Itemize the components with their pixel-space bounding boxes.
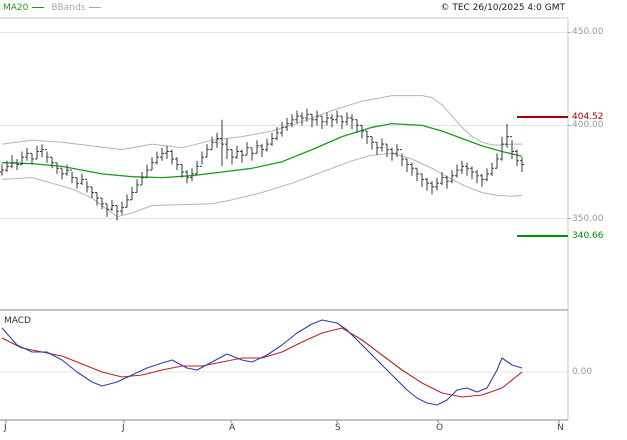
support-price-label: 340.66: [572, 231, 604, 241]
legend: MA20 BBands: [3, 4, 108, 13]
month-label: J: [122, 423, 125, 433]
month-label: N: [557, 423, 564, 433]
month-label: O: [436, 423, 444, 433]
month-label: J: [4, 423, 7, 433]
price-axis-label: 400.00: [572, 120, 604, 131]
ma20-legend-dash: [32, 7, 45, 8]
copyright-label: © TEC 26/10/2025 4:0 GMT: [440, 3, 565, 13]
bbands-legend-dash: [89, 7, 102, 8]
ma20-legend-label: MA20: [3, 3, 29, 13]
bbands-legend-label: BBands: [51, 3, 86, 13]
price-axis-label: 350.00: [572, 213, 604, 224]
price-axis-label: 450.00: [572, 27, 604, 38]
macd-panel-label: MACD: [4, 316, 31, 326]
resistance-price-label: 404.52: [572, 112, 604, 122]
month-label: S: [335, 423, 341, 433]
macd-zero-label: 0.00: [572, 367, 593, 377]
month-label: A: [229, 423, 236, 433]
